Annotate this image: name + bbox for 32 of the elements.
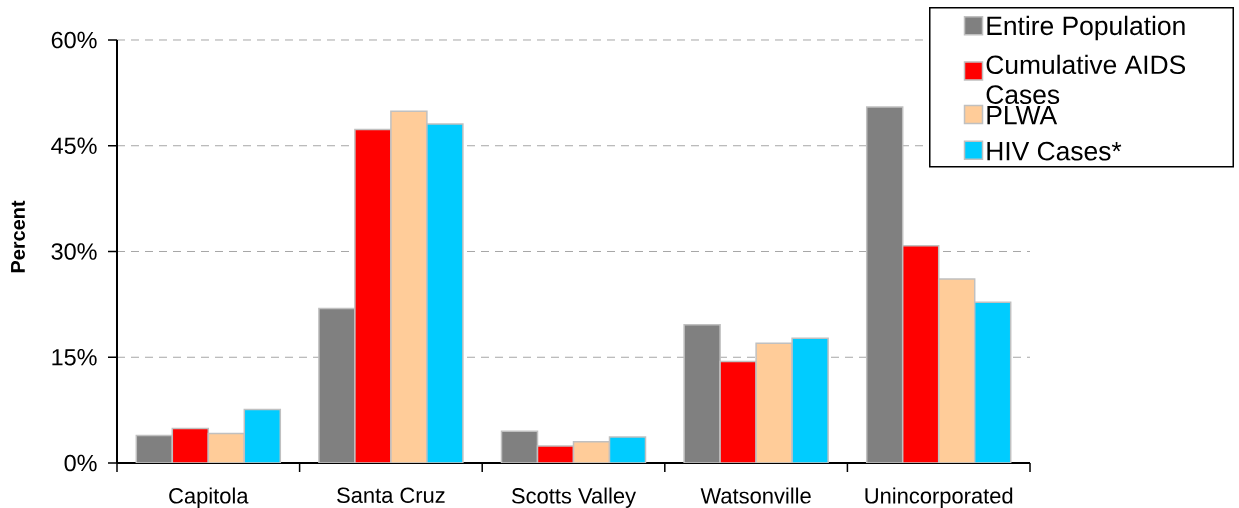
bar: [500, 430, 539, 463]
bar: [426, 123, 464, 463]
legend-label: HIV Cases*: [987, 141, 1122, 161]
bar: [318, 307, 356, 463]
y-tick-label: 30%: [51, 243, 97, 260]
y-tick-label: 60%: [51, 31, 97, 49]
bar: [135, 434, 174, 463]
bar: [755, 342, 793, 463]
x-tick-label: Watsonville: [700, 487, 811, 504]
y-axis-title: Percent: [11, 200, 25, 273]
bar: [901, 245, 940, 463]
bar: [973, 301, 1012, 463]
bar: [207, 432, 246, 463]
y-tick-label: 15%: [52, 349, 97, 366]
bar: [791, 337, 829, 463]
legend-label: PLWA: [987, 106, 1058, 125]
y-tick-label: 0%: [64, 454, 97, 472]
x-tick-label: Unincorporated: [865, 487, 1013, 508]
bar: [243, 408, 282, 463]
bar: [171, 427, 210, 463]
bar: [390, 110, 428, 463]
bar: [937, 278, 976, 463]
y-tick-label: 45%: [51, 137, 97, 154]
bar: [719, 360, 757, 463]
x-tick-label: Santa Cruz: [337, 487, 445, 504]
bar: [865, 106, 904, 463]
bar: [683, 324, 721, 463]
legend-label: Entire Population: [987, 15, 1185, 41]
x-tick-label: Capitola: [169, 487, 249, 508]
legend-label: Cumulative AIDS Cases: [986, 54, 1186, 105]
x-tick-label: Scotts Valley: [511, 487, 636, 508]
bar: [354, 128, 392, 463]
